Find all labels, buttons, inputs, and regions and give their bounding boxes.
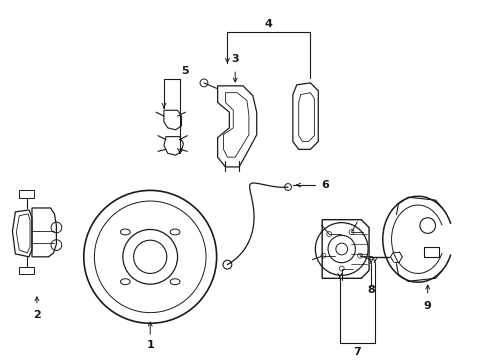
Text: 3: 3	[231, 54, 239, 64]
Text: 9: 9	[423, 301, 431, 311]
Text: 8: 8	[366, 285, 374, 295]
Text: 7: 7	[353, 347, 361, 357]
Text: 1: 1	[146, 340, 154, 350]
Text: 5: 5	[181, 66, 189, 76]
Text: 6: 6	[321, 180, 328, 190]
Text: 4: 4	[264, 19, 272, 29]
Text: 2: 2	[33, 310, 41, 320]
